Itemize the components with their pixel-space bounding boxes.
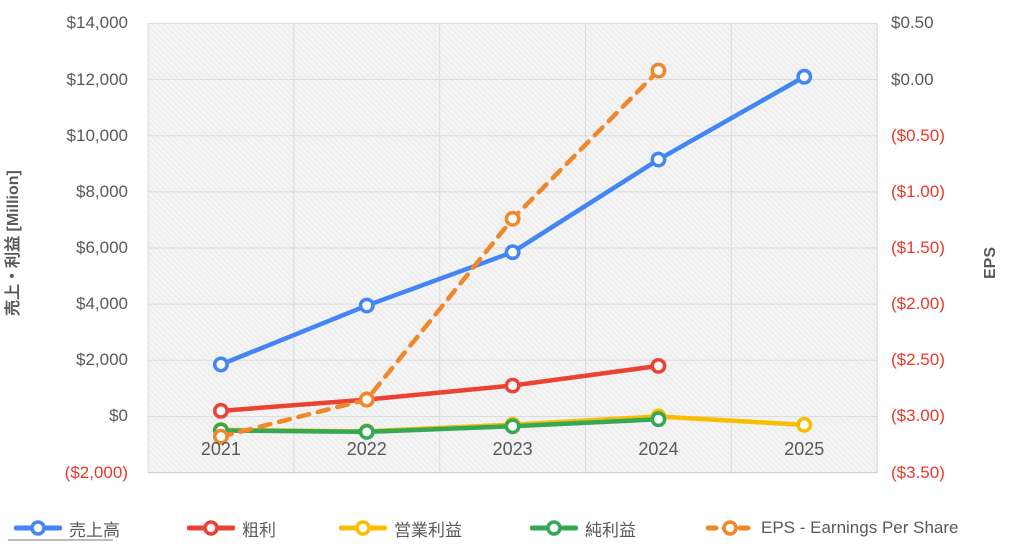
data-point-marker (650, 357, 667, 374)
legend-marker-icon (187, 520, 235, 536)
divider-line (8, 539, 113, 541)
legend-marker-icon (339, 520, 387, 536)
chart-legend: 売上高 粗利 営業利益 純利益 EPS - Earnings Per Share (0, 514, 1024, 542)
left-axis-tick: $2,000 (76, 350, 128, 370)
x-axis-label: 2023 (492, 439, 533, 459)
left-axis-tick: $8,000 (76, 181, 128, 201)
right-axis-tick: ($1.50) (891, 238, 945, 257)
series-line (218, 68, 661, 439)
right-axis-tick: ($2.00) (891, 294, 945, 314)
x-axis-label: 2024 (638, 439, 679, 459)
data-point-marker (212, 428, 229, 445)
data-point-marker (212, 356, 229, 373)
right-axis-tick: ($1.00) (891, 181, 945, 201)
data-point-marker (650, 62, 667, 79)
left-axis-title: 売上・利益 [Million] (5, 170, 22, 316)
legend-item: 純利益 (530, 514, 636, 542)
data-point-marker (358, 297, 375, 314)
right-axis-tick: ($3.00) (891, 406, 945, 426)
x-axis-label: 2025 (784, 439, 825, 459)
data-point-marker (796, 68, 813, 85)
series-line (218, 363, 661, 414)
data-point-marker (650, 411, 667, 428)
data-point-marker (650, 151, 667, 168)
x-axis-label: 2022 (346, 439, 387, 459)
data-point-marker (358, 391, 375, 408)
data-point-marker (504, 377, 521, 394)
legend-label: 営業利益 (394, 520, 462, 540)
data-point-marker (212, 402, 229, 419)
legend-marker-icon (14, 520, 62, 536)
data-point-marker (504, 418, 521, 435)
right-axis-tick: ($2.50) (891, 350, 945, 370)
right-axis-title: EPS (982, 247, 999, 280)
left-axis-tick: $0 (109, 406, 128, 426)
right-axis-tick: ($0.50) (891, 125, 945, 145)
legend-label: EPS - Earnings Per Share (761, 518, 959, 537)
legend-marker-icon (706, 520, 754, 536)
left-axis-tick: $4,000 (76, 294, 128, 314)
legend-marker-icon (530, 520, 578, 536)
legend-item: 売上高 (14, 514, 120, 542)
right-axis-tick: ($3.50) (891, 462, 945, 482)
x-axis-label: 2021 (200, 439, 241, 459)
left-axis-tick: ($2,000) (64, 462, 128, 482)
left-axis-tick: $6,000 (76, 238, 128, 257)
data-point-marker (358, 423, 375, 440)
left-axis-tick: $12,000 (66, 69, 128, 89)
data-point-marker (504, 244, 521, 261)
left-axis-tick: $14,000 (66, 13, 128, 33)
legend-item: 営業利益 (339, 514, 462, 542)
left-axis-tick: $10,000 (66, 125, 128, 145)
legend-label: 粗利 (242, 520, 276, 540)
data-point-marker (504, 210, 521, 227)
data-point-marker (796, 416, 813, 433)
series-line (218, 417, 661, 435)
right-axis-tick: $0.00 (891, 69, 934, 89)
legend-item: EPS - Earnings Per Share (706, 514, 958, 542)
right-axis-tick: $0.50 (891, 13, 934, 33)
legend-item: 粗利 (187, 514, 276, 542)
legend-label: 売上高 (69, 520, 120, 540)
legend-label: 純利益 (585, 520, 636, 540)
